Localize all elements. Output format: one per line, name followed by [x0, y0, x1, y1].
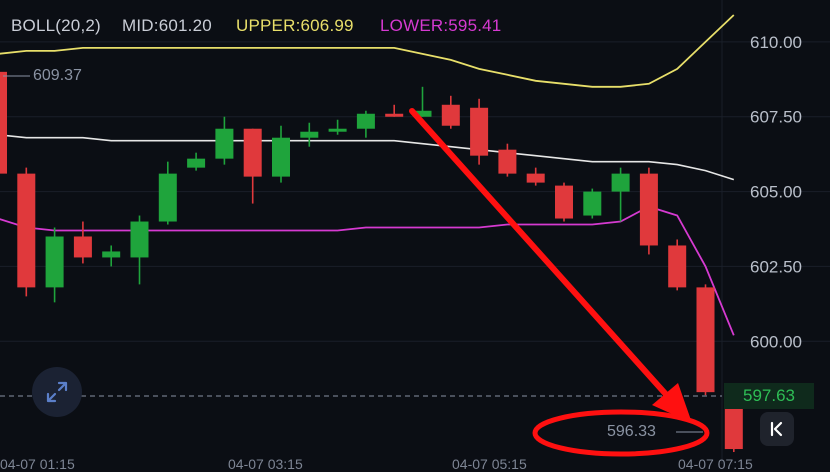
candle-body [158, 173, 177, 222]
candle-body [583, 191, 602, 216]
candle [158, 161, 177, 225]
y-tick-label: 600.00 [750, 332, 802, 351]
candle [696, 284, 715, 396]
bollinger-bands [0, 14, 735, 336]
candle-body [555, 185, 573, 219]
candle-body [498, 149, 517, 174]
candle-body [130, 221, 149, 258]
candle [639, 167, 658, 255]
candle [470, 98, 489, 165]
max-price-marker: 609.37 [33, 67, 82, 84]
candle-body [668, 245, 687, 288]
candle [526, 167, 545, 186]
last-price-tag: 597.63 [724, 383, 814, 409]
candle [130, 215, 149, 285]
candle-body [272, 137, 290, 177]
candle-body [73, 236, 92, 258]
time-label-3: 04-07 05:15 [452, 456, 527, 472]
candle-body [413, 110, 432, 117]
candle-body [385, 113, 404, 117]
y-tick-label: 610.00 [750, 33, 802, 52]
annotation-arrow-head [652, 383, 692, 423]
candle [17, 167, 36, 297]
lower-label: LOWER:595.41 [380, 16, 501, 36]
upper-label: UPPER:606.99 [236, 16, 354, 36]
lower-band-line [0, 205, 735, 336]
scroll-to-start-button[interactable] [760, 412, 794, 446]
expand-arrows-icon [46, 381, 68, 403]
candle-body [0, 71, 7, 174]
candle [555, 182, 573, 222]
candle [73, 221, 92, 264]
candle-body [45, 236, 64, 288]
candle [215, 116, 234, 165]
candle-body [187, 158, 206, 168]
candle [0, 71, 7, 174]
min-price-marker: 596.33 [607, 423, 656, 440]
time-label-1: 04-07 01:15 [0, 456, 75, 472]
y-tick-label: 602.50 [750, 257, 802, 276]
candle-body [470, 107, 489, 156]
candle-body [328, 128, 347, 132]
y-axis: 610.00 607.50 605.00 602.50 600.00 [750, 33, 802, 351]
mid-label-text: MID: [122, 16, 159, 35]
time-label-4: 04-07 07:15 [678, 456, 753, 472]
time-label-2: 04-07 03:15 [228, 456, 303, 472]
candle-body [639, 173, 658, 246]
candle-body [441, 104, 460, 126]
indicator-name: BOLL(20,2) [11, 16, 101, 35]
candle [45, 227, 64, 303]
upper-value: 606.99 [300, 16, 354, 35]
candle [583, 188, 602, 219]
candle [300, 122, 319, 147]
candle [385, 104, 404, 117]
mid-value: 601.20 [158, 16, 212, 35]
candle [102, 245, 121, 267]
candle-body [611, 173, 630, 192]
mid-band-line [0, 134, 735, 181]
upper-label-text: UPPER: [236, 16, 301, 35]
annotation-arrow-line [409, 108, 683, 413]
lower-label-text: LOWER: [380, 16, 449, 35]
candle [272, 125, 290, 183]
candle [243, 128, 262, 204]
candle-body [215, 128, 234, 159]
candles [0, 71, 743, 453]
mid-label: MID:601.20 [122, 16, 212, 36]
candle [498, 143, 517, 177]
y-tick-label: 605.00 [750, 183, 802, 202]
candle [441, 95, 460, 129]
double-chevron-left-icon [770, 421, 783, 437]
lower-value: 595.41 [448, 16, 502, 35]
candle-body [300, 131, 319, 138]
candle-body [102, 251, 121, 258]
candle [611, 167, 630, 222]
expand-button[interactable] [32, 367, 82, 417]
candle-body [243, 128, 262, 177]
annotation-ellipse [532, 409, 710, 457]
candle [328, 119, 347, 135]
candle [413, 86, 432, 117]
candle-body [696, 287, 715, 393]
candle [356, 110, 375, 138]
candle [668, 239, 687, 291]
candle [187, 152, 206, 171]
y-tick-label: 607.50 [750, 108, 802, 127]
upper-band-line [0, 14, 735, 88]
candle-body [356, 113, 375, 129]
candle-body [526, 173, 545, 183]
candle-body [17, 173, 36, 288]
